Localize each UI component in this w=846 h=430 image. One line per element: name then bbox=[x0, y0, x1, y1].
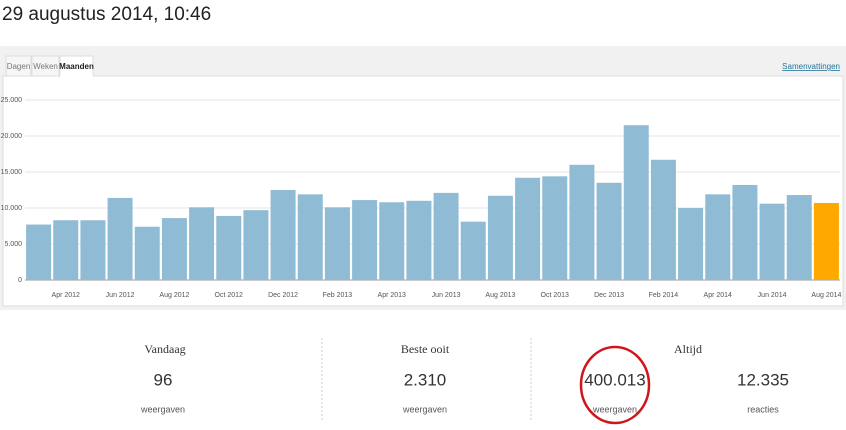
x-tick-label: Apr 2014 bbox=[704, 292, 733, 299]
summary-title: Altijd bbox=[674, 342, 702, 356]
x-tick-label: Jun 2013 bbox=[432, 292, 461, 299]
bar bbox=[107, 197, 133, 280]
tab[interactable] bbox=[31, 55, 60, 77]
bar bbox=[569, 164, 595, 280]
page-title: 29 augustus 2014, 10:46 bbox=[2, 4, 211, 25]
bar bbox=[161, 218, 187, 280]
x-tick-label: Jun 2014 bbox=[758, 292, 787, 299]
bar bbox=[243, 210, 269, 280]
bar bbox=[134, 226, 160, 280]
bar bbox=[379, 202, 405, 280]
bar bbox=[678, 208, 704, 280]
summary-value: 96 bbox=[154, 370, 173, 389]
summary-label: weergaven bbox=[592, 404, 637, 414]
y-tick-label: 15.000 bbox=[1, 169, 23, 176]
bar bbox=[732, 184, 758, 280]
x-tick-label: Aug 2012 bbox=[159, 292, 189, 299]
tab-label[interactable]: Dagen bbox=[7, 62, 31, 71]
bar bbox=[433, 192, 459, 280]
summary-label: weergaven bbox=[402, 404, 447, 414]
summary-label: reacties bbox=[747, 404, 779, 414]
highlight-circle bbox=[579, 345, 651, 425]
bar bbox=[759, 203, 785, 280]
y-tick-label: 10.000 bbox=[1, 205, 23, 212]
x-tick-label: Feb 2013 bbox=[323, 292, 353, 299]
y-tick-label: 0 bbox=[18, 277, 22, 284]
x-tick-label: Feb 2014 bbox=[649, 292, 679, 299]
tab-label[interactable]: Weken bbox=[33, 62, 58, 71]
summary-title: Vandaag bbox=[144, 342, 185, 356]
bar bbox=[270, 190, 296, 280]
y-tick-label: 5.000 bbox=[4, 241, 22, 248]
tab-label[interactable]: Maanden bbox=[59, 62, 94, 71]
summary-title: Beste ooit bbox=[401, 342, 450, 356]
bar bbox=[80, 220, 106, 280]
bar bbox=[650, 159, 676, 280]
bar bbox=[596, 182, 622, 280]
summary-value: 2.310 bbox=[404, 370, 447, 389]
x-tick-label: Oct 2012 bbox=[215, 292, 244, 299]
x-tick-label: Oct 2013 bbox=[541, 292, 570, 299]
summary-value: 12.335 bbox=[737, 370, 789, 389]
bar bbox=[705, 194, 731, 280]
summary-label: weergaven bbox=[140, 404, 185, 414]
bar bbox=[786, 195, 812, 280]
bar bbox=[487, 195, 513, 280]
bar bbox=[352, 200, 378, 280]
x-tick-label: Aug 2014 bbox=[811, 292, 841, 299]
summary-value: 400.013 bbox=[584, 370, 645, 389]
x-tick-label: Dec 2013 bbox=[594, 292, 624, 299]
bar bbox=[623, 125, 649, 280]
bar bbox=[189, 207, 215, 280]
bar bbox=[542, 176, 568, 280]
bar bbox=[26, 224, 52, 280]
bar bbox=[406, 200, 432, 280]
tab[interactable] bbox=[5, 55, 32, 77]
bar bbox=[813, 202, 839, 280]
bar bbox=[515, 177, 541, 280]
bar bbox=[460, 221, 486, 280]
bar bbox=[324, 207, 350, 280]
x-tick-label: Apr 2013 bbox=[378, 292, 407, 299]
x-tick-label: Dec 2012 bbox=[268, 292, 298, 299]
x-tick-label: Jun 2012 bbox=[106, 292, 135, 299]
x-tick-label: Apr 2012 bbox=[52, 292, 81, 299]
tab-join bbox=[60, 75, 93, 78]
bar bbox=[216, 215, 242, 280]
x-tick-label: Aug 2013 bbox=[485, 292, 515, 299]
bar bbox=[297, 194, 323, 280]
y-tick-label: 25.000 bbox=[1, 97, 23, 104]
y-tick-label: 20.000 bbox=[1, 133, 23, 140]
summaries-link[interactable]: Samenvattingen bbox=[782, 62, 840, 71]
bar bbox=[53, 220, 79, 280]
